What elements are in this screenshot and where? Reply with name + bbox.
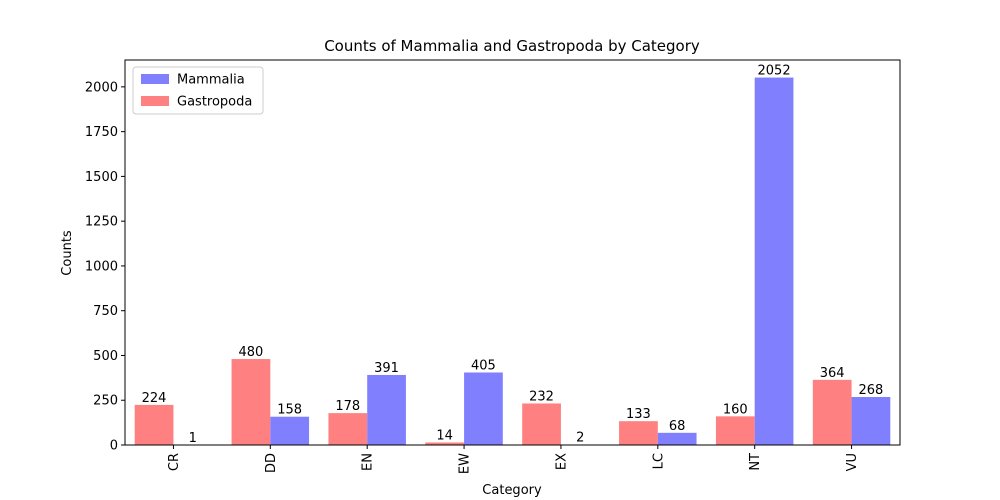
x-tick-label-lc: LC [651,453,666,469]
x-tick-label-ex: EX [554,453,569,470]
y-tick-label: 500 [93,349,118,364]
bar-gastropoda-lc [619,421,658,445]
y-tick-label: 1500 [85,170,118,185]
bar-gastropoda-vu [812,379,852,445]
y-tick-label: 1750 [85,125,118,140]
legend-label-mammalia: Mammalia [177,73,245,88]
data-label-mammalia-nt: 2052 [758,64,791,79]
data-label-mammalia-ew: 405 [471,358,496,373]
data-label-mammalia-en: 391 [374,361,399,376]
legend-swatch-mammalia [141,74,169,84]
x-tick-label-vu: VU [845,453,860,471]
legend: Mammalia Gastropoda [132,66,264,115]
data-label-gastropoda-ex: 232 [529,389,554,404]
y-tick-label: 1000 [85,259,118,274]
data-label-mammalia-vu: 268 [859,383,884,398]
y-tick-label: 750 [93,304,118,319]
data-label-gastropoda-dd: 480 [239,345,264,360]
data-label-gastropoda-en: 178 [335,399,360,414]
chart-title: Counts of Mammalia and Gastropoda by Cat… [324,37,700,55]
y-axis-title: Counts [60,230,75,276]
data-label-gastropoda-lc: 133 [626,407,651,422]
x-tick-label-dd: DD [264,453,279,473]
data-label-gastropoda-nt: 160 [723,402,748,417]
y-tick-label: 0 [110,439,118,454]
data-label-gastropoda-cr: 224 [142,391,167,406]
data-label-mammalia-ex: 2 [576,431,584,446]
x-tick-label-en: EN [361,453,376,471]
data-label-mammalia-dd: 158 [277,403,302,418]
bar-mammalia-en [367,374,406,445]
x-tick-label-ew: EW [458,453,473,474]
axes-layer: 0 250 500 750 1000 1250 1500 1750 2000 CR DD EN EW EX… [85,59,901,474]
data-label-mammalia-cr: 1 [189,431,197,446]
data-label-gastropoda-vu: 364 [820,366,845,381]
data-label-gastropoda-ew: 14 [436,428,453,443]
x-axis-title: Category [482,483,542,498]
bar-gastropoda-ew [425,442,465,445]
plot-frame [124,59,901,446]
bar-gastropoda-en [328,413,368,445]
legend-label-gastropoda: Gastropoda [177,95,252,110]
y-tick-label: 2000 [85,80,118,95]
bar-mammalia-ew [464,372,503,445]
x-tick-label-cr: CR [167,453,182,471]
bar-gastropoda-cr [134,404,174,445]
y-tick-label: 1250 [85,215,118,230]
bar-gastropoda-dd [231,359,271,445]
bar-gastropoda-ex [522,403,561,445]
bar-mammalia-vu [851,397,891,445]
data-label-mammalia-lc: 68 [669,419,686,434]
bars-layer [134,77,891,446]
legend-swatch-gastropoda [141,96,169,106]
bar-mammalia-dd [270,416,310,445]
bar-gastropoda-nt [715,416,755,445]
y-tick-label: 250 [93,394,118,409]
bar-mammalia-lc [657,432,697,445]
bar-mammalia-nt [754,77,794,446]
x-tick-label-nt: NT [748,453,763,471]
